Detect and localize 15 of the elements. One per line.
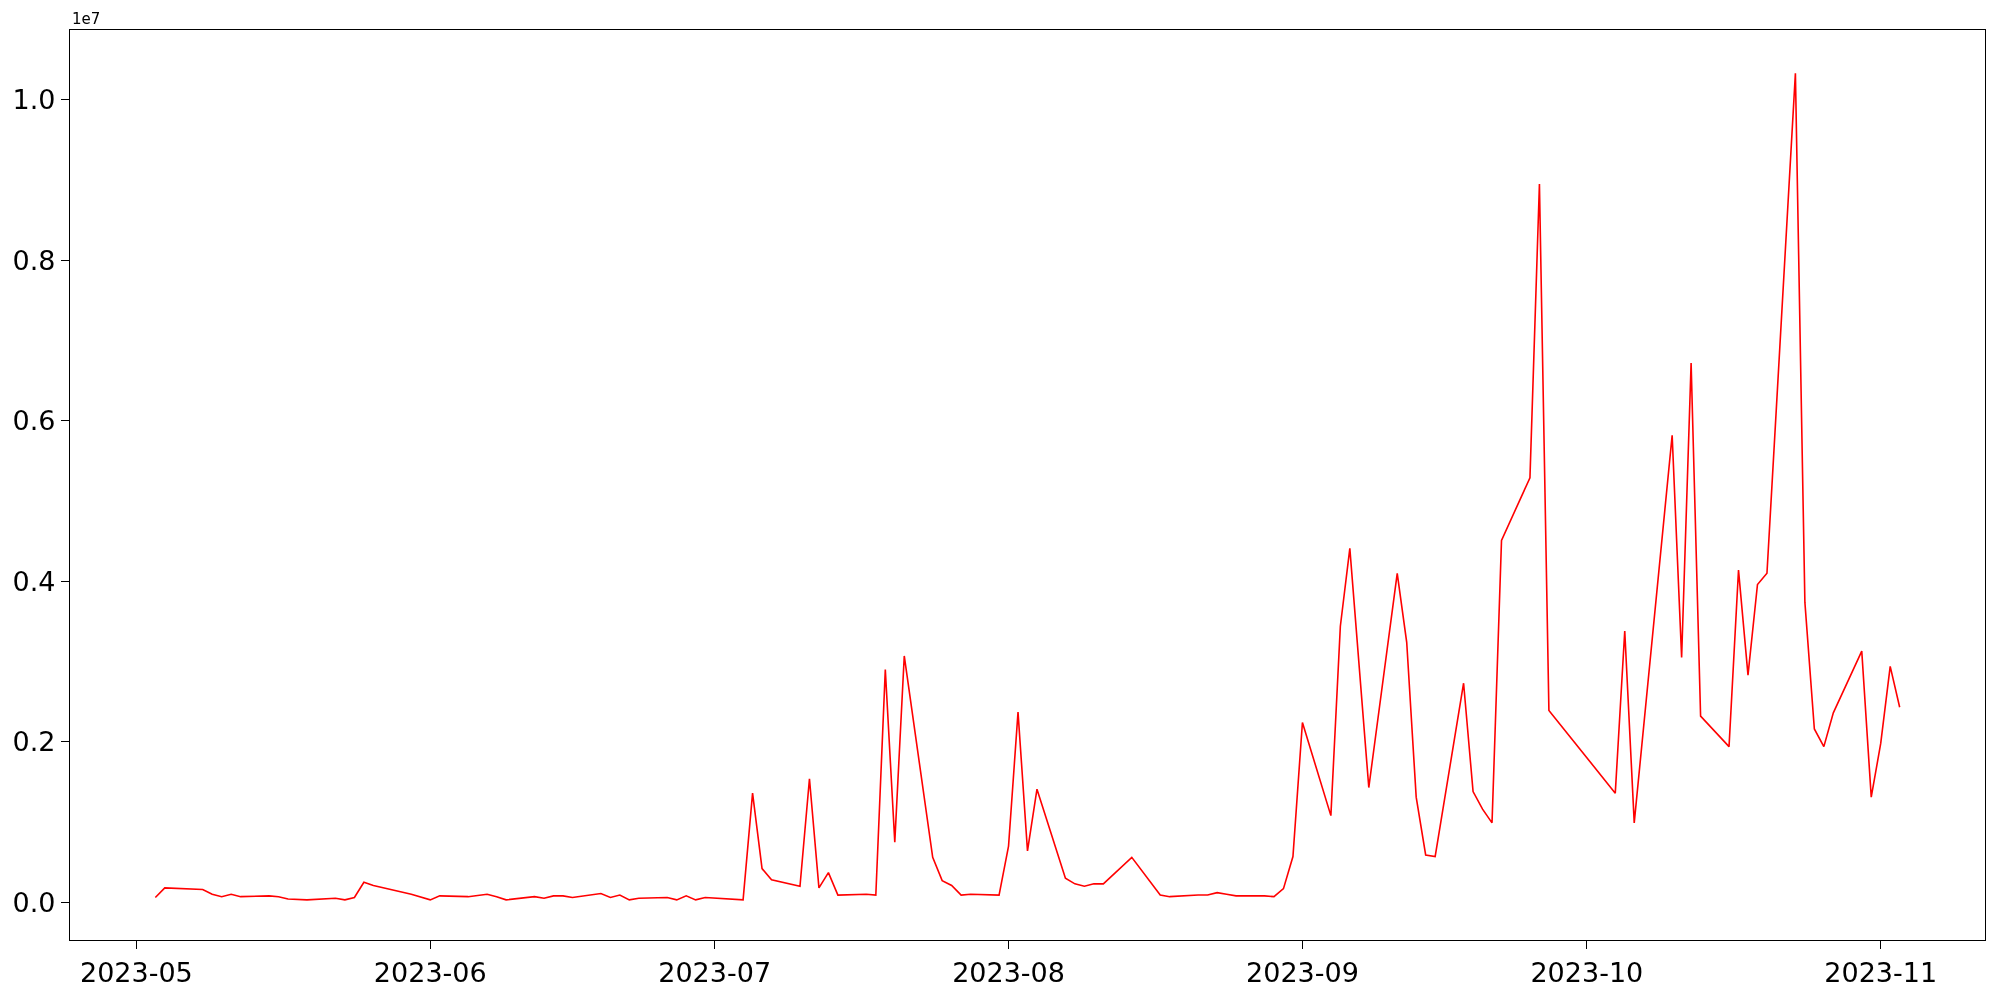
y-tick-label: 0.6 xyxy=(12,405,56,437)
x-tick-label: 2023-11 xyxy=(1824,956,1938,988)
y-tick-label: 1.0 xyxy=(12,84,56,116)
y-tick-label: 0.4 xyxy=(12,565,56,597)
x-tick-label: 2023-08 xyxy=(952,956,1065,988)
x-tick-label: 2023-05 xyxy=(79,956,193,988)
x-tick-label: 2023-10 xyxy=(1530,956,1644,988)
y-tick-label: 0.2 xyxy=(12,726,56,758)
y-tick-label: 0.0 xyxy=(12,886,56,918)
line-series xyxy=(154,72,1901,901)
x-tick-label: 2023-06 xyxy=(373,956,487,988)
x-tick-label: 2023-07 xyxy=(658,956,772,988)
y-tick-label: 0.8 xyxy=(12,244,56,276)
text: 1e7 xyxy=(72,10,101,28)
x-tick-label: 2023-09 xyxy=(1246,956,1359,988)
